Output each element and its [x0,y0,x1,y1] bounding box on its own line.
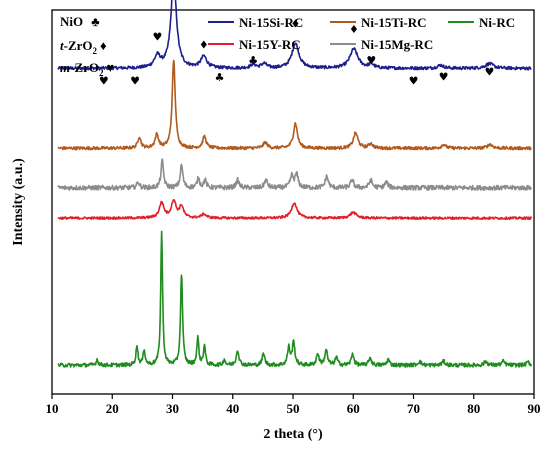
series-line-ni-15y-rc [57,199,533,221]
peak-marker: ♦ [290,17,300,30]
legend-label-ni-rc: Ni-RC [479,15,515,30]
legend-label-ni-15ti-rc: Ni-15Ti-RC [361,15,426,30]
series-line-ni-15ti-rc [57,59,533,151]
legend-label-ni-15mg-rc: Ni-15Mg-RC [361,37,433,52]
x-tick-label: 10 [46,401,59,416]
x-tick-label: 20 [106,401,119,416]
series-line-ni-15mg-rc [57,158,532,191]
series-line-ni-15si-rc [57,0,532,71]
x-axis-ticks: 10 20 30 40 50 60 70 80 90 [46,394,541,416]
peak-marker: ♥ [366,54,376,67]
peak-marker: ♥ [484,65,494,78]
peak-marker: ♦ [199,38,209,51]
peak-marker: ♥ [99,75,109,88]
legend-label-ni-15y-rc: Ni-15Y-RC [239,37,301,52]
peak-marker: ♥ [130,75,140,88]
peak-marker: ♣ [215,71,225,84]
peak-markers: ♥♥♥♦♦♣♣♦♦♥♥♥♥ [99,17,494,88]
peak-marker: ♥ [152,31,162,44]
legend-label-ni-15si-rc: Ni-15Si-RC [239,15,303,30]
peak-marker: ♣ [248,54,258,67]
phase-key-mzro2: m-ZrO2 ♥ [60,60,115,78]
peak-marker: ♦ [349,23,359,36]
series-layer [57,0,533,368]
peak-marker: ♥ [409,75,419,88]
x-tick-label: 90 [528,401,541,416]
phase-key-nio: NiO ♣ [60,14,100,29]
x-tick-label: 40 [226,401,239,416]
legend: Ni-15Si-RC Ni-15Ti-RC Ni-RC Ni-15Y-RC Ni… [208,15,515,52]
x-axis-title: 2 theta (°) [263,427,323,442]
x-tick-label: 70 [407,401,420,416]
series-line-ni-rc [57,230,533,368]
phase-key: NiO ♣ t-ZrO2 ♦ m-ZrO2 ♥ [60,14,115,78]
phase-key-tzro2: t-ZrO2 ♦ [60,38,107,56]
x-tick-label: 30 [166,401,179,416]
x-tick-label: 50 [287,401,300,416]
peak-marker: ♥ [439,70,449,83]
y-axis-title: Intensity (a.u.) [11,158,26,246]
x-tick-label: 80 [467,401,480,416]
x-tick-label: 60 [347,401,360,416]
